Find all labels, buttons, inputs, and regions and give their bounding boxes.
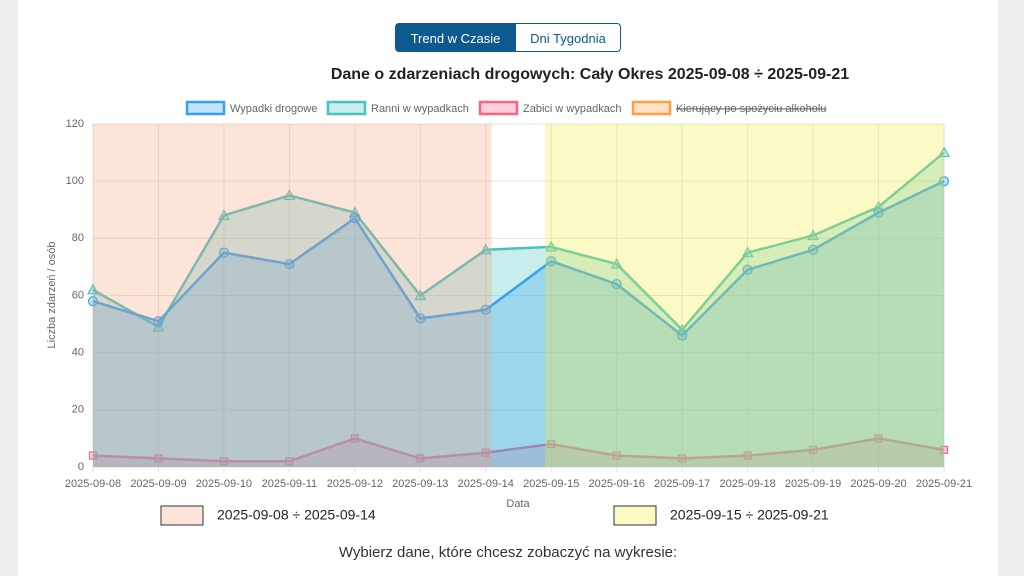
range-legend-text: 2025-09-08 ÷ 2025-09-14 — [217, 507, 376, 523]
range-legend-box — [160, 505, 204, 526]
point — [153, 316, 164, 327]
legend-swatch — [185, 100, 226, 116]
x-tick-label: 2025-09-08 — [65, 478, 121, 490]
point — [807, 229, 820, 241]
point — [415, 313, 426, 324]
legend-label[interactable]: Zabici w wypadkach — [523, 103, 621, 115]
x-tick-label: 2025-09-19 — [785, 478, 841, 490]
x-tick-label: 2025-09-12 — [327, 478, 383, 490]
series-area — [93, 438, 944, 467]
x-tick-label: 2025-09-09 — [130, 478, 186, 490]
point — [217, 209, 230, 221]
point — [546, 256, 557, 267]
point — [479, 243, 492, 255]
range-legend-box — [613, 505, 657, 526]
x-tick-label: 2025-09-13 — [392, 478, 448, 490]
point — [350, 434, 359, 443]
point — [874, 434, 883, 443]
point — [219, 457, 229, 466]
y-tick-label: 0 — [78, 461, 84, 473]
series-line — [92, 180, 945, 338]
x-tick-label: 2025-09-18 — [719, 478, 775, 490]
point — [218, 247, 230, 258]
point — [481, 448, 490, 457]
legend-label[interactable]: Kierujący po spożyciu alkoholu — [676, 103, 826, 115]
point — [742, 264, 753, 275]
x-tick-label: 2025-09-20 — [850, 478, 906, 490]
point — [808, 445, 818, 454]
x-tick-label: 2025-09-10 — [196, 478, 252, 490]
legend-label[interactable]: Ranni w wypadkach — [371, 103, 469, 115]
point — [152, 320, 165, 332]
point — [284, 258, 295, 270]
point — [154, 454, 163, 463]
y-tick-label: 100 — [66, 175, 84, 187]
series-area — [93, 152, 944, 468]
point — [480, 304, 491, 315]
point — [611, 278, 622, 290]
point — [88, 451, 98, 460]
x-tick-label: 2025-09-14 — [458, 478, 514, 490]
point — [678, 454, 687, 463]
point — [610, 257, 623, 269]
x-axis-label: Data — [506, 498, 530, 510]
series-line — [92, 151, 945, 332]
point — [283, 189, 296, 201]
point — [86, 283, 100, 295]
point — [937, 146, 951, 158]
y-tick-label: 80 — [72, 232, 84, 244]
point — [414, 289, 427, 301]
point — [741, 246, 754, 258]
point — [545, 240, 558, 252]
point — [939, 445, 949, 454]
tab[interactable]: Dni Tygodnia — [515, 23, 621, 52]
y-tick-label: 60 — [72, 289, 84, 301]
point — [349, 213, 360, 224]
point — [807, 244, 819, 255]
chart-title: Dane o zdarzeniach drogowych: Cały Okres… — [331, 66, 849, 83]
point — [743, 451, 752, 460]
y-tick-label: 20 — [72, 404, 84, 416]
point — [938, 176, 950, 187]
point — [416, 454, 425, 463]
y-tick-label: 120 — [66, 118, 84, 130]
point — [285, 457, 294, 466]
y-axis-label: Liczba zdarzeń / osób — [46, 241, 58, 348]
legend-label[interactable]: Wypadki drogowe — [230, 103, 317, 115]
range-band — [93, 124, 492, 467]
range-legend-text: 2025-09-15 ÷ 2025-09-21 — [670, 507, 829, 523]
footer-text: Wybierz dane, które chcesz zobaczyć na w… — [339, 544, 677, 561]
legend-swatch — [631, 100, 672, 116]
x-tick-label: 2025-09-17 — [654, 478, 710, 490]
x-tick-label: 2025-09-21 — [916, 478, 972, 490]
x-tick-label: 2025-09-15 — [523, 478, 579, 490]
point — [873, 207, 884, 218]
point — [87, 296, 99, 307]
x-tick-label: 2025-09-11 — [262, 478, 317, 490]
tab-active[interactable]: Trend w Czasie — [395, 23, 516, 52]
point — [547, 440, 556, 449]
range-band — [545, 124, 944, 467]
point — [612, 451, 621, 460]
y-tick-label: 40 — [72, 347, 84, 359]
legend-swatch — [326, 100, 367, 116]
legend-swatch — [478, 100, 519, 116]
series-line — [92, 437, 945, 463]
point — [677, 330, 688, 341]
x-tick-label: 2025-09-16 — [589, 478, 645, 490]
